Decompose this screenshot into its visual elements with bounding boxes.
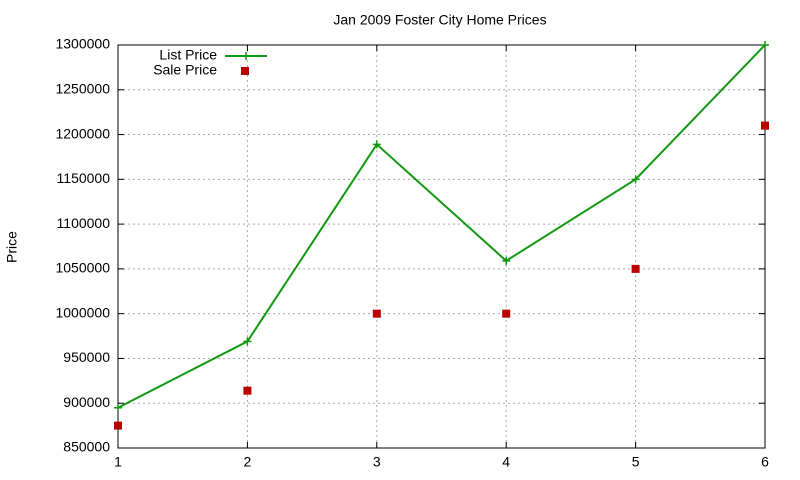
y-tick-label: 1000000 bbox=[55, 304, 110, 320]
y-tick-label: 1100000 bbox=[57, 215, 111, 231]
x-tick-label: 4 bbox=[502, 454, 510, 470]
point-marker bbox=[631, 175, 640, 184]
y-axis-label: Price bbox=[4, 231, 20, 263]
y-tick-label: 1200000 bbox=[55, 125, 110, 141]
point-marker bbox=[114, 403, 122, 412]
y-tick-label: 850000 bbox=[63, 439, 110, 455]
x-tick-label: 6 bbox=[761, 454, 769, 470]
y-tick-label: 1250000 bbox=[55, 80, 110, 96]
point-marker bbox=[372, 140, 381, 149]
plot-frame bbox=[117, 44, 766, 449]
x-tick-label: 1 bbox=[114, 454, 122, 470]
x-tick-label: 2 bbox=[244, 454, 252, 470]
y-tick-label: 1050000 bbox=[55, 260, 110, 276]
x-tick-label: 3 bbox=[373, 454, 381, 470]
y-tick-label: 900000 bbox=[63, 394, 110, 410]
legend-label: List Price bbox=[159, 47, 217, 63]
chart-title: Jan 2009 Foster City Home Prices bbox=[333, 12, 546, 28]
series-line bbox=[117, 44, 766, 409]
point-marker bbox=[502, 256, 511, 265]
point-marker bbox=[114, 421, 122, 430]
point-marker bbox=[372, 309, 381, 318]
y-tick-label: 950000 bbox=[63, 349, 110, 365]
point-marker bbox=[243, 337, 252, 346]
point-marker bbox=[761, 41, 769, 49]
x-tick-label: 5 bbox=[632, 454, 640, 470]
point-marker bbox=[243, 386, 252, 395]
point-marker bbox=[761, 121, 769, 130]
point-marker bbox=[631, 264, 640, 273]
point-marker bbox=[502, 309, 511, 318]
y-tick-label: 1150000 bbox=[57, 170, 111, 186]
legend-marker bbox=[241, 67, 249, 75]
y-tick-label: 1300000 bbox=[55, 36, 110, 52]
legend-marker bbox=[242, 52, 250, 60]
legend-label: Sale Price bbox=[153, 62, 217, 78]
